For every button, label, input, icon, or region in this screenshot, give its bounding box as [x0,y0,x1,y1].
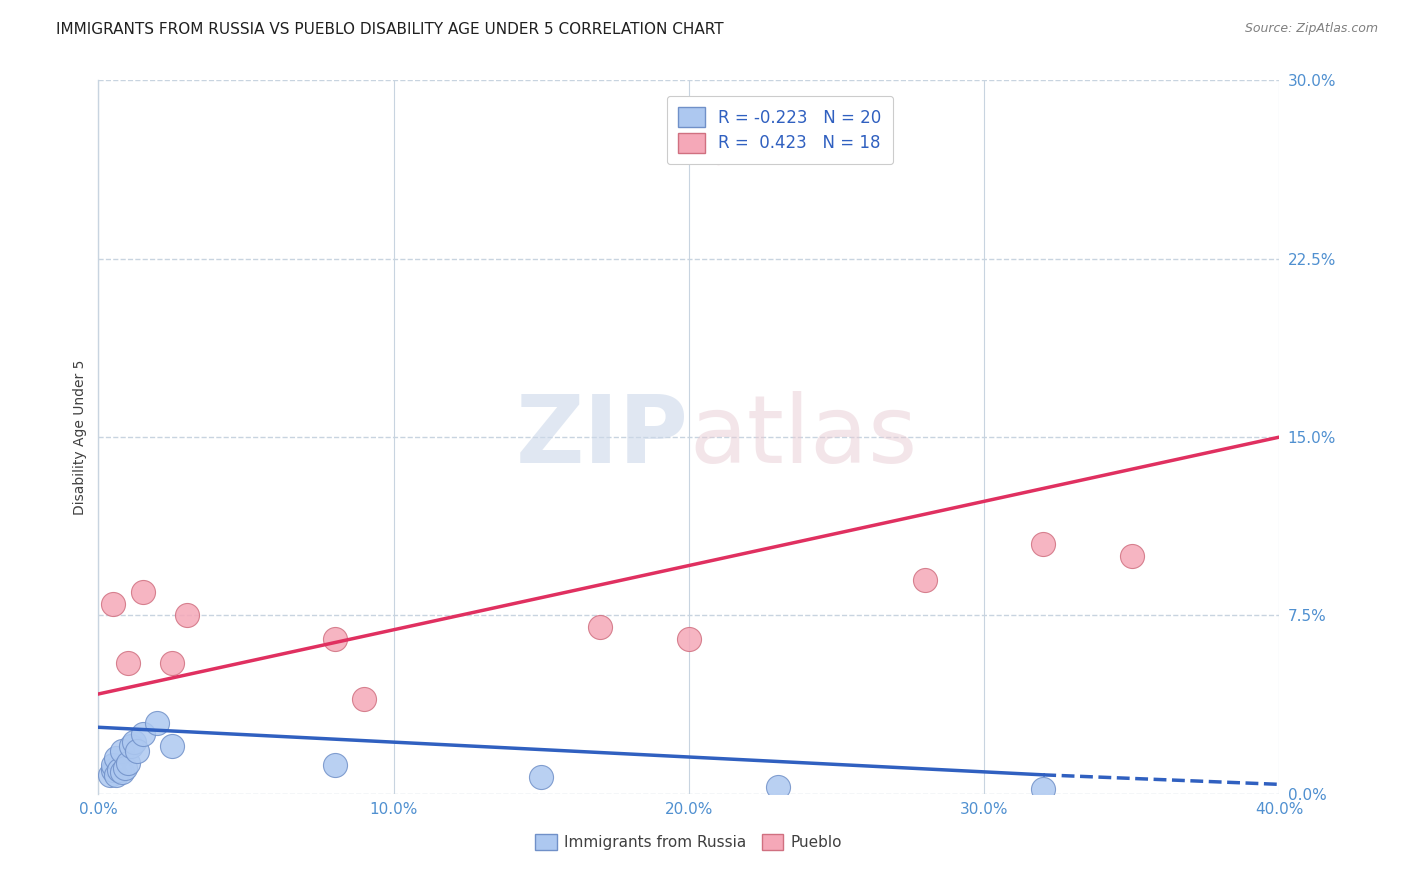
Point [117,656,139,670]
Point [125,744,148,758]
Point [98,768,121,782]
Text: atlas: atlas [689,391,917,483]
Point [122,734,145,748]
Point [105,768,128,782]
Point [108,763,131,777]
Text: IMMIGRANTS FROM RUSSIA VS PUEBLO DISABILITY AGE UNDER 5 CORRELATION CHART: IMMIGRANTS FROM RUSSIA VS PUEBLO DISABIL… [56,22,724,37]
Point [323,758,346,772]
Point [589,620,612,634]
Point [111,765,134,780]
Point [146,715,169,730]
Point [132,584,155,599]
Point [117,756,139,770]
Point [111,744,134,758]
Point [103,758,125,772]
Point [120,739,142,754]
Point [114,761,136,775]
Point [678,632,700,647]
Point [353,691,375,706]
Point [162,739,183,754]
Point [1121,549,1143,563]
Point [707,145,730,159]
Point [1032,782,1054,797]
Y-axis label: Disability Age Under 5: Disability Age Under 5 [73,359,87,515]
Point [132,727,155,741]
Point [914,573,936,587]
Point [103,763,125,777]
Legend: Immigrants from Russia, Pueblo: Immigrants from Russia, Pueblo [527,826,851,857]
Text: ZIP: ZIP [516,391,689,483]
Point [1032,537,1054,551]
Point [162,656,183,670]
Point [530,770,553,784]
Point [176,608,198,623]
Point [766,780,789,794]
Text: Source: ZipAtlas.com: Source: ZipAtlas.com [1244,22,1378,36]
Point [105,751,128,765]
Point [103,597,125,611]
Point [323,632,346,647]
